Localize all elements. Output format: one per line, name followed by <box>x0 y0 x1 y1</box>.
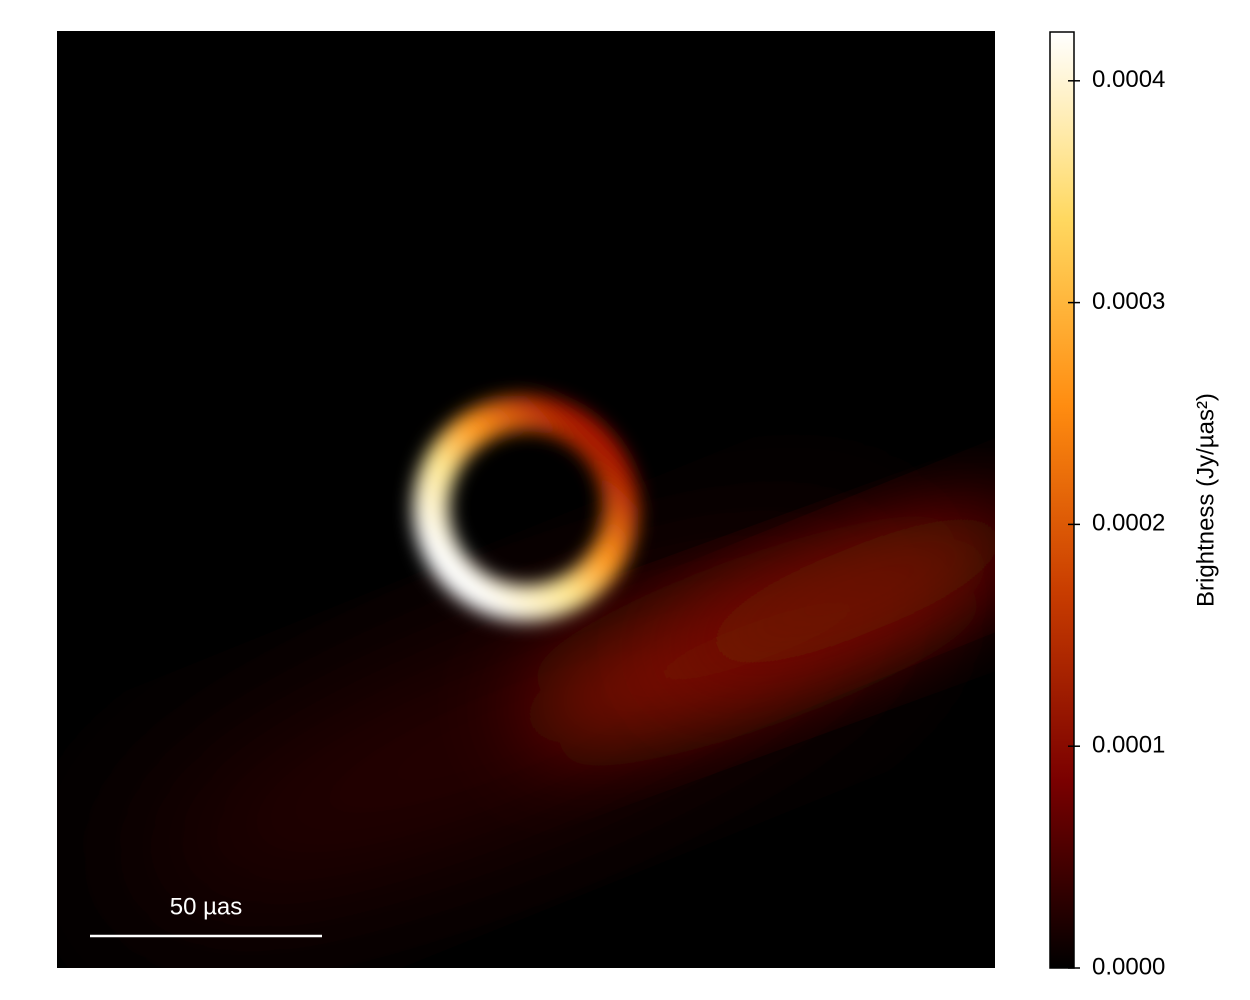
colorbar-tick-label: 0.0004 <box>1092 66 1165 93</box>
image-panel: 50 µas <box>57 31 995 968</box>
colorbar-label: Brightness (Jy/µas²) <box>1192 393 1219 607</box>
jet-emission-outer <box>670 505 995 677</box>
colorbar-tick-label: 0.0002 <box>1092 510 1165 537</box>
colorbar-tick-label: 0.0000 <box>1092 953 1165 980</box>
colorbar: 0.0000 0.0001 0.0002 0.0003 0.0004 <box>1049 31 1165 980</box>
image-area <box>57 31 995 968</box>
colorbar-gradient <box>1049 31 1075 969</box>
colorbar-tick-label: 0.0003 <box>1092 288 1165 315</box>
colorbar-tick-label: 0.0001 <box>1092 732 1165 759</box>
ring <box>413 395 639 621</box>
scale-bar-label: 50 µas <box>170 893 243 920</box>
